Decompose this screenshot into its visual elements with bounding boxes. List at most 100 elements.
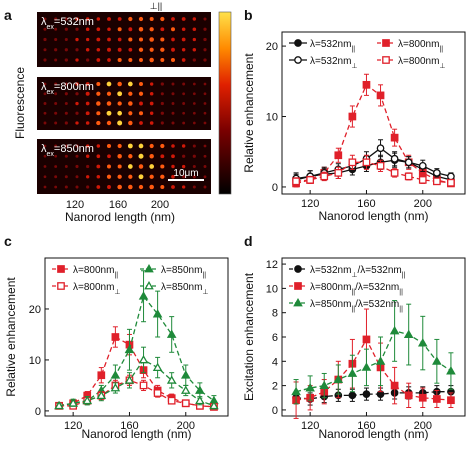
fluorescence-spot [138,153,144,159]
fluorescence-spot [203,175,207,179]
fluorescence-spot [138,184,144,190]
fluorescence-spot [117,174,122,179]
fluorescence-spot [128,27,133,32]
fluorescence-spot [138,16,144,22]
fluorescence-spot [54,185,58,189]
data-point [195,395,205,405]
data-point [418,393,427,402]
fluorescence-spot [64,154,68,158]
fluorescence-spot [192,175,196,179]
fluorescence-spot [43,154,47,158]
fluorescence-spot [182,121,186,125]
fluorescence-spot [203,102,207,105]
fluorescence-spot [54,144,58,148]
fluorescence-spot [107,164,111,169]
legend-label: λ=532nm⊥/λ=532nm|| [310,265,406,279]
fluorescence-spot [75,82,79,86]
fluorescence-spot [192,37,197,42]
fluorescence-spot [160,82,164,86]
fluorescence-spot [149,143,154,149]
fluorescence-spot [160,185,165,189]
fluorescence-panel: λex=532nmλex=800nmλex=850nmFluorescence⊥… [13,1,232,224]
fluorescence-spot [96,164,101,169]
fluorescence-spot [203,185,207,189]
legend-label: λ=850nm||/λ=532nm|| [310,299,403,313]
data-point [167,396,176,405]
series-line [295,147,452,180]
y-tick-label: 10 [266,112,278,124]
fluorescence-spot [181,48,186,52]
y-tick-label: 12 [266,259,278,271]
fluorescence-spot [203,154,207,158]
fluorescence-spot [64,185,68,189]
y-tick-label: 10 [29,355,41,367]
fluorescence-spot [85,82,90,86]
legend-label: λ=800nm|| [73,265,118,279]
fluorescence-spot [203,27,207,31]
fluorescence-spot [171,102,175,105]
fluorescence-spot [43,175,47,179]
fluorescence-spot [192,82,196,86]
data-point [447,172,455,181]
legend-lambda: λ=532nm [310,56,351,67]
fluorescence-spot [64,102,68,105]
data-point [432,356,442,365]
lambda-subscript: ex [47,24,55,31]
legend-marker [294,39,302,47]
data-point [209,400,219,410]
y-tick-label: 0 [35,406,41,418]
y-axis-title: Relative enhancement [242,53,256,173]
x-tick-label: 160 [120,420,138,432]
data-point [446,366,456,375]
data-point [139,381,148,390]
fluorescence-spot [96,185,101,189]
fluorescence-spot [182,175,186,179]
x-axis-title: Nanorod length (nm) [318,427,428,441]
x-tick-label: 200 [151,199,169,211]
legend-marker [294,282,302,290]
legend-label: λ=800nm|| [398,39,443,53]
data-point [306,176,315,184]
fluorescence-spot [160,58,165,62]
fluorescence-spot [138,111,144,116]
fluorescence-spot [64,48,68,52]
fluorescence-spot [117,27,122,32]
fluorescence-spot [54,37,58,42]
legend-lambda: λ=532nm [310,265,351,276]
legend-lambda: λ=800nm [73,265,114,276]
fluorescence-spot [182,111,186,115]
fluorescence-spot [64,17,68,21]
fluorescence-spot [75,121,79,125]
fluorescence-spot [192,185,196,189]
data-point [333,374,344,383]
fluorescence-spot [192,17,197,21]
fluorescence-spot [139,58,143,62]
legend-label: λ=800nm⊥ [73,282,121,296]
fluorescence-spot [75,48,79,52]
legend-lambda: λ=800nm [398,56,439,67]
fluorescence-spot [64,165,68,168]
fluorescence-spot [117,47,122,52]
data-point [319,380,330,390]
fluorescence-spot [75,111,79,115]
legend: λ=800nm|| λ=850nm||λ=800nm⊥ λ=850nm⊥ [52,264,209,296]
fluorescence-spot [203,37,207,42]
fluorescence-spot [182,102,186,105]
fluorescence-spot [203,48,207,52]
fluorescence-spot [75,185,79,189]
series-line [59,379,214,408]
fluorescence-spot [54,121,58,125]
fluorescence-strip: λex=850nm [37,139,211,194]
legend-label: λ=532nm⊥ [310,56,358,70]
fluorescence-spot [96,37,101,42]
fluorescence-spot [96,144,101,148]
excitation-label: λex=532nm [41,16,94,31]
legend-polarization: || [351,46,355,53]
fluorescence-spot [54,27,58,31]
data-point [348,112,357,121]
fluorescence-spot [85,48,90,52]
data-point [180,370,191,379]
fluorescence-spot [117,37,122,42]
data-point [96,390,107,400]
